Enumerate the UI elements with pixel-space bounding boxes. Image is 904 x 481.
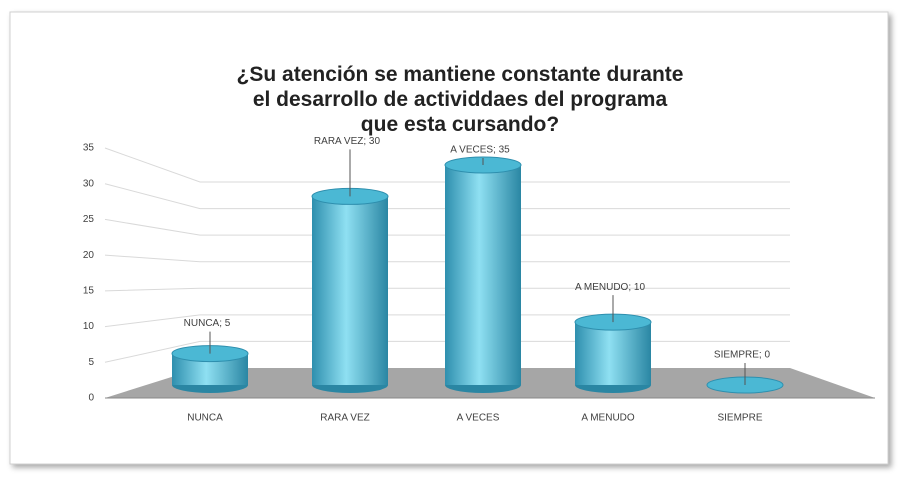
grid-line xyxy=(104,147,790,183)
x-tick-label: NUNCA xyxy=(187,413,223,424)
bar xyxy=(445,165,521,385)
grid-line xyxy=(104,254,790,263)
y-tick-label: 20 xyxy=(83,250,95,261)
x-tick-label: RARA VEZ xyxy=(320,413,369,424)
x-tick-label: A VECES xyxy=(457,413,500,424)
data-label: NUNCA; 5 xyxy=(184,318,231,329)
x-tick-label: SIEMPRE xyxy=(717,413,762,424)
grid-line xyxy=(104,183,790,210)
y-tick-label: 5 xyxy=(88,357,94,368)
bar xyxy=(312,196,388,385)
bar xyxy=(575,322,651,385)
chart-title: ¿Su atención se mantiene constante duran… xyxy=(237,63,684,136)
data-label: SIEMPRE; 0 xyxy=(714,350,771,361)
y-tick-label: 15 xyxy=(83,285,95,296)
y-tick-label: 25 xyxy=(83,214,95,225)
y-tick-label: 35 xyxy=(83,143,95,154)
grid-line xyxy=(104,287,790,292)
data-label: RARA VEZ; 30 xyxy=(314,136,381,147)
grid-line xyxy=(104,218,790,236)
y-tick-label: 10 xyxy=(83,321,95,332)
y-tick-label: 30 xyxy=(83,178,95,189)
data-label: A MENUDO; 10 xyxy=(575,282,645,293)
data-label: A VECES; 35 xyxy=(450,145,510,156)
y-tick-label: 0 xyxy=(88,393,94,404)
x-tick-label: A MENUDO xyxy=(581,413,635,424)
